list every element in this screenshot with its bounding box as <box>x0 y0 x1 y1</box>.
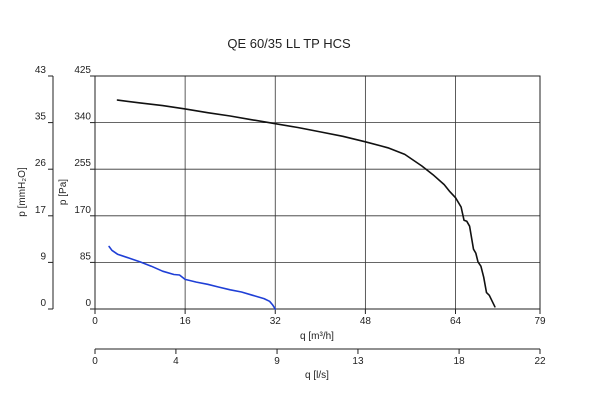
y-tick-label: 85 <box>80 251 92 262</box>
y2-tick-label: 43 <box>35 65 47 76</box>
grid <box>95 76 540 309</box>
x2-tick-label: 9 <box>274 356 280 367</box>
y2-tick-label: 0 <box>40 298 46 309</box>
y-axis-pa: 0 85 170 255 340 425 <box>74 65 95 310</box>
x-tick-label: 48 <box>360 316 372 327</box>
x2-axis-label: q [l/s] <box>305 370 329 381</box>
x-tick-label: 16 <box>180 316 192 327</box>
y-tick-label: 425 <box>74 65 91 76</box>
x-axis-label: q [m³/h] <box>300 331 334 342</box>
series-line-1 <box>116 99 496 308</box>
chart-title: QE 60/35 LL TP HCS <box>227 36 351 51</box>
series-group <box>108 99 496 310</box>
y-tick-label: 170 <box>74 205 91 216</box>
x2-tick-label: 18 <box>454 356 466 367</box>
series-line-2 <box>108 245 277 310</box>
y-tick-label: 255 <box>74 158 91 169</box>
x2-tick-label: 22 <box>534 356 546 367</box>
x2-tick-label: 4 <box>173 356 179 367</box>
y2-axis-label: p [mmH₂O] <box>17 167 28 217</box>
y-tick-label: 340 <box>74 112 91 123</box>
x-axis-m3h: 0 16 32 48 64 79 <box>92 309 546 327</box>
x-tick-label: 0 <box>92 316 98 327</box>
y-axis-label: p [Pa] <box>58 179 69 205</box>
x-tick-label: 79 <box>534 316 546 327</box>
x2-tick-label: 0 <box>92 356 98 367</box>
y-axis-mmh2o: 0 9 17 26 35 43 <box>35 65 54 310</box>
y2-tick-label: 17 <box>35 205 47 216</box>
y2-tick-label: 35 <box>35 112 47 123</box>
y2-tick-label: 26 <box>35 158 47 169</box>
x-tick-label: 64 <box>450 316 462 327</box>
plot-frame <box>94 75 541 310</box>
x-tick-label: 32 <box>270 316 282 327</box>
y-tick-label: 0 <box>85 298 91 309</box>
x-axis-ls: 0 4 9 13 18 22 <box>92 348 546 367</box>
x2-tick-label: 13 <box>352 356 364 367</box>
y2-tick-label: 9 <box>40 251 46 262</box>
